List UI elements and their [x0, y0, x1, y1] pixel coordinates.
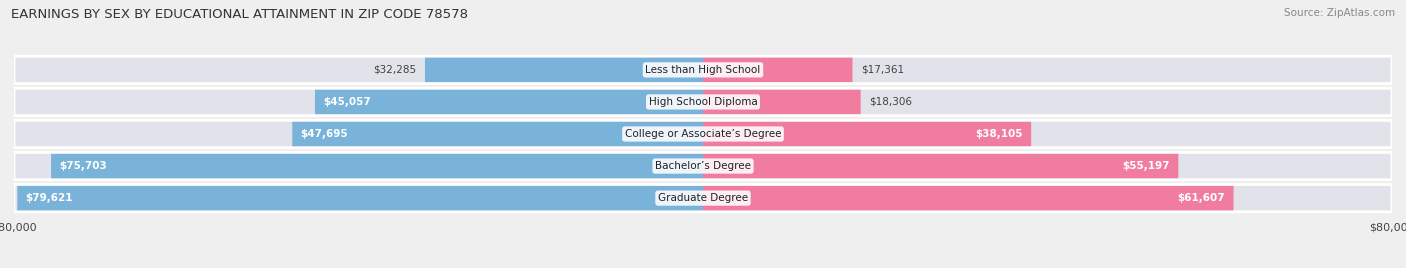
- Text: $75,703: $75,703: [59, 161, 107, 171]
- Text: Bachelor’s Degree: Bachelor’s Degree: [655, 161, 751, 171]
- Text: Less than High School: Less than High School: [645, 65, 761, 75]
- FancyBboxPatch shape: [51, 154, 703, 178]
- Text: $18,306: $18,306: [869, 97, 912, 107]
- FancyBboxPatch shape: [292, 122, 703, 146]
- FancyBboxPatch shape: [703, 58, 852, 82]
- FancyBboxPatch shape: [703, 154, 1178, 178]
- Text: $55,197: $55,197: [1122, 161, 1170, 171]
- Text: $47,695: $47,695: [301, 129, 349, 139]
- Text: $17,361: $17,361: [860, 65, 904, 75]
- FancyBboxPatch shape: [14, 152, 1392, 180]
- FancyBboxPatch shape: [17, 186, 703, 210]
- FancyBboxPatch shape: [703, 186, 1233, 210]
- FancyBboxPatch shape: [14, 88, 1392, 116]
- Text: High School Diploma: High School Diploma: [648, 97, 758, 107]
- Text: EARNINGS BY SEX BY EDUCATIONAL ATTAINMENT IN ZIP CODE 78578: EARNINGS BY SEX BY EDUCATIONAL ATTAINMEN…: [11, 8, 468, 21]
- Text: Source: ZipAtlas.com: Source: ZipAtlas.com: [1284, 8, 1395, 18]
- Text: College or Associate’s Degree: College or Associate’s Degree: [624, 129, 782, 139]
- Text: Graduate Degree: Graduate Degree: [658, 193, 748, 203]
- FancyBboxPatch shape: [425, 58, 703, 82]
- FancyBboxPatch shape: [703, 90, 860, 114]
- FancyBboxPatch shape: [14, 120, 1392, 148]
- FancyBboxPatch shape: [14, 56, 1392, 84]
- FancyBboxPatch shape: [703, 122, 1031, 146]
- Text: $32,285: $32,285: [374, 65, 416, 75]
- Text: $79,621: $79,621: [25, 193, 73, 203]
- Text: $61,607: $61,607: [1178, 193, 1225, 203]
- Text: $38,105: $38,105: [976, 129, 1024, 139]
- Text: $45,057: $45,057: [323, 97, 371, 107]
- FancyBboxPatch shape: [14, 184, 1392, 212]
- FancyBboxPatch shape: [315, 90, 703, 114]
